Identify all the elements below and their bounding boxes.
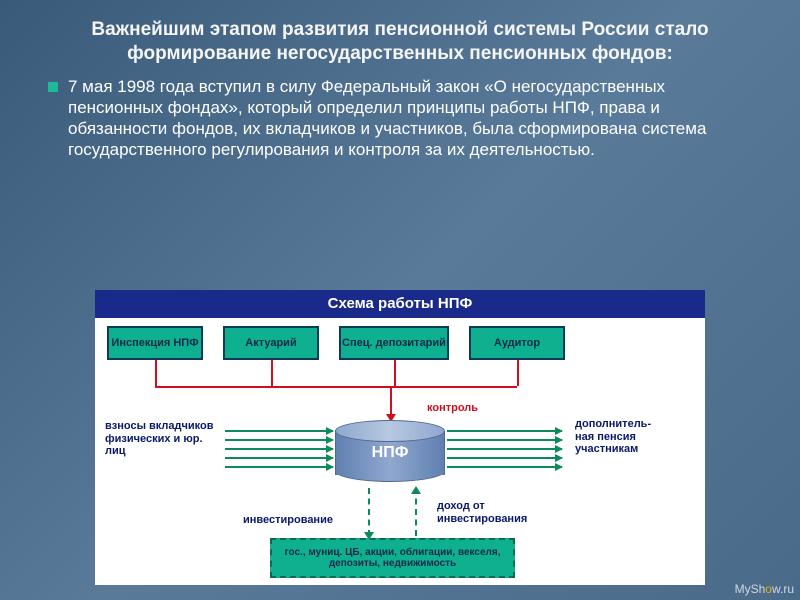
- bullet-item: 7 мая 1998 года вступил в силу Федеральн…: [40, 76, 760, 161]
- watermark-pre: MySh: [735, 582, 766, 596]
- oversight-box-2: Спец. депозитарий: [339, 326, 449, 360]
- oversight-box-3: Аудитор: [469, 326, 565, 360]
- contribution-arrow-1: [225, 439, 333, 441]
- npf-diagram: Схема работы НПФ Инспекция НПФ Актуарий Сп…: [95, 290, 705, 585]
- pension-arrow-4: [447, 466, 562, 468]
- slide-title: Важнейшим этапом развития пенсионной сис…: [40, 18, 760, 66]
- npf-label: НПФ: [372, 444, 409, 462]
- contributions-label: взносы вкладчиков физических и юр. лиц: [105, 420, 215, 458]
- pension-arrow-0: [447, 430, 562, 432]
- control-drop-2: [394, 360, 396, 386]
- investing-label: инвестирование: [243, 514, 333, 527]
- control-label: контроль: [427, 402, 478, 414]
- contribution-arrow-3: [225, 457, 333, 459]
- npf-node: НПФ: [335, 420, 445, 478]
- control-rail: [155, 386, 517, 388]
- control-drop-0: [155, 360, 157, 386]
- watermark: MyShow.ru: [735, 582, 794, 596]
- invest-return-line: [415, 488, 417, 536]
- oversight-box-0: Инспекция НПФ: [107, 326, 203, 360]
- control-drop-1: [271, 360, 273, 386]
- return-label: доход от инвестирования: [437, 500, 557, 525]
- watermark-post: w.ru: [772, 582, 794, 596]
- watermark-mid: o: [765, 582, 772, 596]
- control-drop-3: [517, 360, 519, 386]
- contribution-arrow-4: [225, 466, 333, 468]
- investment-instruments-box: гос., муниц. ЦБ, акции, облигации, вексе…: [270, 538, 515, 578]
- bullet-text: 7 мая 1998 года вступил в силу Федеральн…: [68, 76, 760, 161]
- contribution-arrow-0: [225, 430, 333, 432]
- pension-arrow-2: [447, 448, 562, 450]
- arrow-up-icon: [411, 486, 421, 494]
- contribution-arrow-2: [225, 448, 333, 450]
- bullet-marker-icon: [48, 82, 58, 92]
- pension-arrow-1: [447, 439, 562, 441]
- invest-down-line: [368, 488, 370, 536]
- diagram-header: Схема работы НПФ: [95, 290, 705, 318]
- oversight-box-1: Актуарий: [223, 326, 319, 360]
- pension-arrow-3: [447, 457, 562, 459]
- pension-out-label: дополнитель- ная пенсия участникам: [575, 418, 695, 456]
